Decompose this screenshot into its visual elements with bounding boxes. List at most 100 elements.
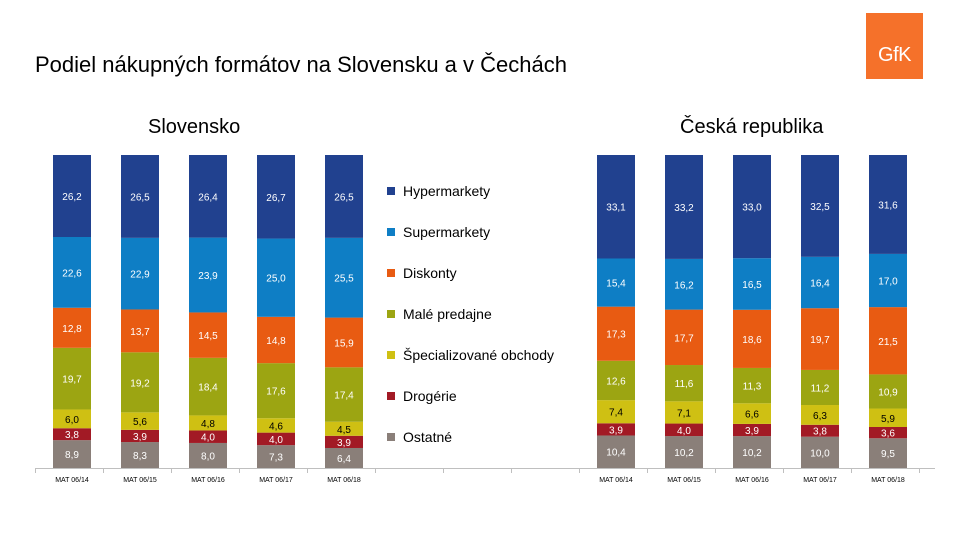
data-label: 17,6 <box>266 387 286 398</box>
data-label: 8,3 <box>133 451 147 462</box>
data-label: 6,3 <box>813 411 827 422</box>
data-label: 25,0 <box>266 274 286 285</box>
bar-segment <box>121 155 159 238</box>
bar-segment <box>733 367 771 404</box>
bar-segment <box>733 436 771 468</box>
data-label: 26,2 <box>62 192 82 203</box>
bar-segment <box>189 155 227 238</box>
data-label: 22,6 <box>62 268 82 279</box>
data-label: 11,2 <box>811 383 830 394</box>
bar-segment <box>869 374 907 409</box>
gfk-logo: GfK <box>866 13 923 79</box>
data-label: 19,7 <box>62 375 82 386</box>
bar-segment <box>121 429 159 443</box>
bar-segment <box>257 238 295 317</box>
logo-text: GfK <box>878 43 911 66</box>
bar-segment <box>257 363 295 419</box>
bar-segment <box>325 237 363 318</box>
data-label: 17,3 <box>606 330 626 341</box>
data-label: 3,9 <box>609 425 623 436</box>
data-label: 13,7 <box>130 327 150 338</box>
bar-segment <box>801 155 839 257</box>
legend-swatch <box>387 309 395 318</box>
bar-segment <box>257 445 295 468</box>
x-tick-label: MAT 06/16 <box>191 477 225 484</box>
bar-segment <box>53 428 91 441</box>
bar-segment <box>189 415 227 431</box>
bar-segment <box>257 316 295 364</box>
x-tick-label: MAT 06/18 <box>871 477 905 484</box>
data-label: 6,0 <box>65 415 79 426</box>
data-label: 33,2 <box>674 203 694 214</box>
bar-segment <box>733 403 771 424</box>
bar-segment <box>869 253 907 308</box>
data-label: 16,4 <box>810 279 830 290</box>
data-label: 14,8 <box>266 336 286 347</box>
bar-segment <box>189 442 227 468</box>
data-label: 26,4 <box>198 192 218 203</box>
bar-segment <box>325 367 363 422</box>
data-label: 11,6 <box>675 379 694 390</box>
bar-segment <box>53 155 91 238</box>
bar-segment <box>665 401 703 424</box>
data-label: 18,4 <box>198 383 218 394</box>
bar-segment <box>189 430 227 443</box>
data-label: 10,2 <box>742 448 762 459</box>
legend-swatch <box>387 432 395 441</box>
data-label: 10,4 <box>606 448 626 459</box>
data-label: 15,9 <box>334 338 354 349</box>
data-label: 8,0 <box>201 451 215 462</box>
legend-label: Supermarkety <box>403 223 491 240</box>
bar-segment <box>869 155 907 254</box>
data-label: 23,9 <box>198 271 218 282</box>
legend-swatch <box>387 186 395 195</box>
data-label: 33,1 <box>606 203 626 214</box>
data-label: 7,1 <box>677 408 691 419</box>
bar-segment <box>325 421 363 436</box>
data-label: 8,9 <box>65 450 79 461</box>
legend-item-supermarkety: Supermarkety <box>387 211 554 252</box>
data-label: 11,3 <box>743 382 762 393</box>
bar-segment <box>733 258 771 310</box>
data-label: 3,9 <box>745 426 759 437</box>
data-label: 3,6 <box>881 429 895 440</box>
bar-segment <box>53 440 91 468</box>
bar-segment <box>597 155 635 259</box>
x-tick-label: MAT 06/14 <box>599 477 633 484</box>
bar-segment <box>597 258 635 307</box>
data-label: 33,0 <box>742 203 762 214</box>
bar-segment <box>801 405 839 425</box>
legend-label: Drogérie <box>403 387 457 404</box>
x-tick-label: MAT 06/17 <box>259 477 293 484</box>
bar-segment <box>121 412 159 430</box>
bar-segment <box>665 423 703 437</box>
data-label: 31,6 <box>878 200 898 211</box>
bar-segment <box>733 155 771 259</box>
data-label: 4,0 <box>677 426 691 437</box>
data-label: 16,2 <box>674 280 694 291</box>
bar-segment <box>665 309 703 366</box>
bar-segment <box>665 436 703 468</box>
data-label: 7,3 <box>269 453 283 464</box>
legend-item-diskonty: Diskonty <box>387 252 554 293</box>
bar-segment <box>801 436 839 468</box>
x-tick-label: MAT 06/16 <box>735 477 769 484</box>
bar-segment <box>189 312 227 358</box>
data-label: 19,7 <box>810 335 830 346</box>
legend-item-male-predajne: Malé predajne <box>387 293 554 334</box>
legend-label: Hypermarkety <box>403 182 491 199</box>
data-label: 26,7 <box>266 193 286 204</box>
data-label: 3,8 <box>813 427 827 438</box>
bar-segment <box>597 423 635 436</box>
bar-segment <box>597 306 635 361</box>
bar-segment <box>257 432 295 446</box>
bar-segment <box>733 309 771 368</box>
legend-item-specializovane-obchody: Špecializované obchody <box>387 334 554 375</box>
legend-label: Ostatné <box>403 428 453 445</box>
legend-swatch <box>387 391 395 400</box>
data-label: 21,5 <box>878 337 898 348</box>
bar-segment <box>325 155 363 238</box>
legend-item-hypermarkety: Hypermarkety <box>387 170 554 211</box>
x-tick-label: MAT 06/17 <box>803 477 837 484</box>
